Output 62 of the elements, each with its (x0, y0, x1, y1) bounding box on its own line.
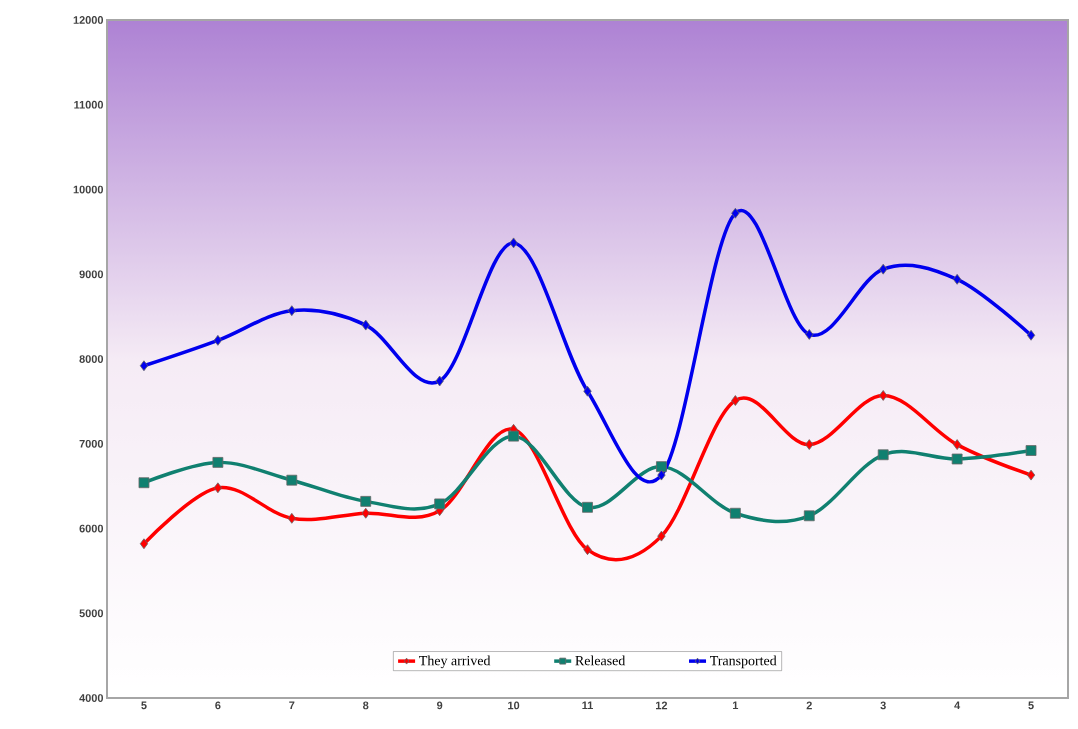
point (582, 501, 593, 513)
point (361, 319, 370, 331)
y-tick-label: 6000 (79, 524, 104, 533)
point (583, 385, 592, 397)
point (583, 544, 592, 556)
y-tick-label: 11000 (74, 100, 104, 109)
point (952, 439, 962, 450)
point (731, 395, 740, 406)
point (951, 453, 963, 465)
point (213, 334, 223, 346)
y-tick-label: 8000 (79, 355, 104, 363)
y-tick-label: 10000 (73, 185, 104, 194)
y-tick-label: 12000 (73, 16, 104, 24)
x-tick-label: 3 (880, 701, 886, 710)
x-tick-label: 1 (732, 701, 739, 710)
x-tick-label: 10 (508, 701, 520, 710)
point (1026, 469, 1036, 481)
point (509, 237, 518, 249)
x-tick-label: 7 (289, 701, 295, 710)
y-tick-label: 4000 (79, 694, 104, 702)
point (287, 305, 296, 317)
point (729, 507, 741, 519)
y-tick-label: 9000 (79, 270, 104, 279)
legend-label: Transported (710, 655, 777, 669)
legend-label: Released (575, 655, 626, 666)
point (803, 510, 815, 522)
point (657, 530, 666, 542)
point (805, 329, 814, 340)
x-tick-label: 8 (363, 701, 369, 710)
point (287, 512, 296, 524)
point (877, 449, 889, 461)
point (508, 430, 519, 442)
legend-label: They arrived (419, 655, 491, 669)
point (138, 477, 150, 489)
x-tick-label: 6 (215, 701, 221, 710)
x-tick-label: 4 (954, 701, 961, 710)
point (212, 457, 224, 468)
point (361, 507, 370, 519)
y-tick-label: 7000 (79, 439, 104, 448)
x-tick-label: 9 (436, 701, 443, 710)
point (952, 273, 962, 285)
point (731, 207, 740, 219)
point (657, 469, 666, 481)
x-tick-label: 5 (141, 701, 147, 710)
point (805, 439, 814, 450)
x-tick-label: 12 (656, 701, 668, 710)
point (434, 498, 446, 510)
point (213, 482, 223, 494)
point (435, 375, 444, 387)
point (360, 495, 372, 507)
point (879, 390, 888, 401)
x-tick-label: 11 (582, 701, 593, 710)
point (1026, 329, 1036, 341)
point (1025, 445, 1037, 456)
x-tick-label: 5 (1028, 701, 1034, 710)
point (139, 360, 149, 372)
x-tick-label: 2 (806, 701, 812, 710)
point (879, 263, 888, 275)
point (656, 461, 667, 473)
point (139, 538, 149, 550)
y-tick-label: 5000 (79, 609, 104, 618)
point (286, 474, 298, 486)
